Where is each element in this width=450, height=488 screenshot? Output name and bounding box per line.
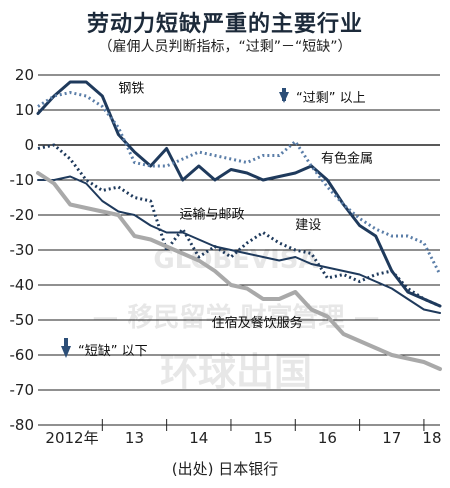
y-tick-label-0: 20: [15, 66, 34, 84]
y-tick-label-4: -20: [10, 206, 35, 224]
series-line-4: [36, 171, 442, 371]
down-arrow-icon: [61, 346, 71, 358]
series-line-0: [36, 80, 442, 308]
x-axis: 2012年 13 14 15 16 17 18: [45, 429, 441, 447]
series-label-0: 钢铁: [118, 82, 144, 97]
y-tick-label-6: -40: [10, 276, 35, 294]
series-line-2: [37, 175, 441, 314]
x-tick-label-5: 17: [382, 429, 401, 447]
down-arrow-stem: [64, 338, 68, 348]
chart-title: 劳动力短缺严重的主要行业: [86, 12, 363, 37]
chart-subtitle: （雇佣人员判断指标，“过剩”－“短缺”）: [98, 39, 352, 55]
y-axis: 20 10 0 -10 -20 -30 -40 -50 -60 -70 -80: [10, 66, 35, 434]
y-tick-label-10: -80: [10, 416, 35, 434]
down-annotation: “短缺” 以下: [78, 344, 148, 359]
up-annotation: “过剩” 以上: [296, 91, 366, 106]
watermark: GLOBEVISA — 移民留学 财富管理 — 环球出国: [92, 245, 379, 394]
y-tick-label-7: -50: [10, 311, 35, 329]
up-arrow-stem: [282, 88, 286, 101]
watermark-line-3: 环球出国: [160, 350, 312, 394]
x-tick-label-3: 15: [254, 429, 273, 447]
y-tick-label-2: 0: [24, 136, 34, 154]
watermark-line-2: — 移民留学 财富管理 —: [92, 302, 379, 333]
y-tick-label-8: -60: [10, 346, 35, 364]
x-tick-label-6: 18: [422, 429, 441, 447]
y-tick-label-5: -30: [10, 241, 35, 259]
series-line-3: [37, 143, 441, 308]
series-label-1: 有色金属: [321, 151, 373, 167]
series-group: [36, 80, 442, 371]
x-tick-label-0: 2012年: [45, 429, 98, 447]
y-tick-label-9: -70: [10, 381, 35, 399]
series-line-1: [37, 91, 442, 276]
y-tick-label-1: 10: [15, 101, 34, 119]
x-tick-label-2: 14: [189, 429, 208, 447]
source-note: (出处) 日本银行: [171, 460, 279, 478]
annotations: “过剩” 以上 “短缺” 以下: [61, 88, 366, 359]
series-label-4: 住宿及餐饮服务: [212, 315, 303, 331]
series-label-2: 运输与邮政: [180, 207, 245, 223]
y-tick-label-3: -10: [10, 171, 35, 189]
x-tick-label-4: 16: [318, 429, 337, 447]
x-tick-label-1: 13: [125, 429, 144, 447]
series-label-3: 建设: [295, 218, 321, 233]
